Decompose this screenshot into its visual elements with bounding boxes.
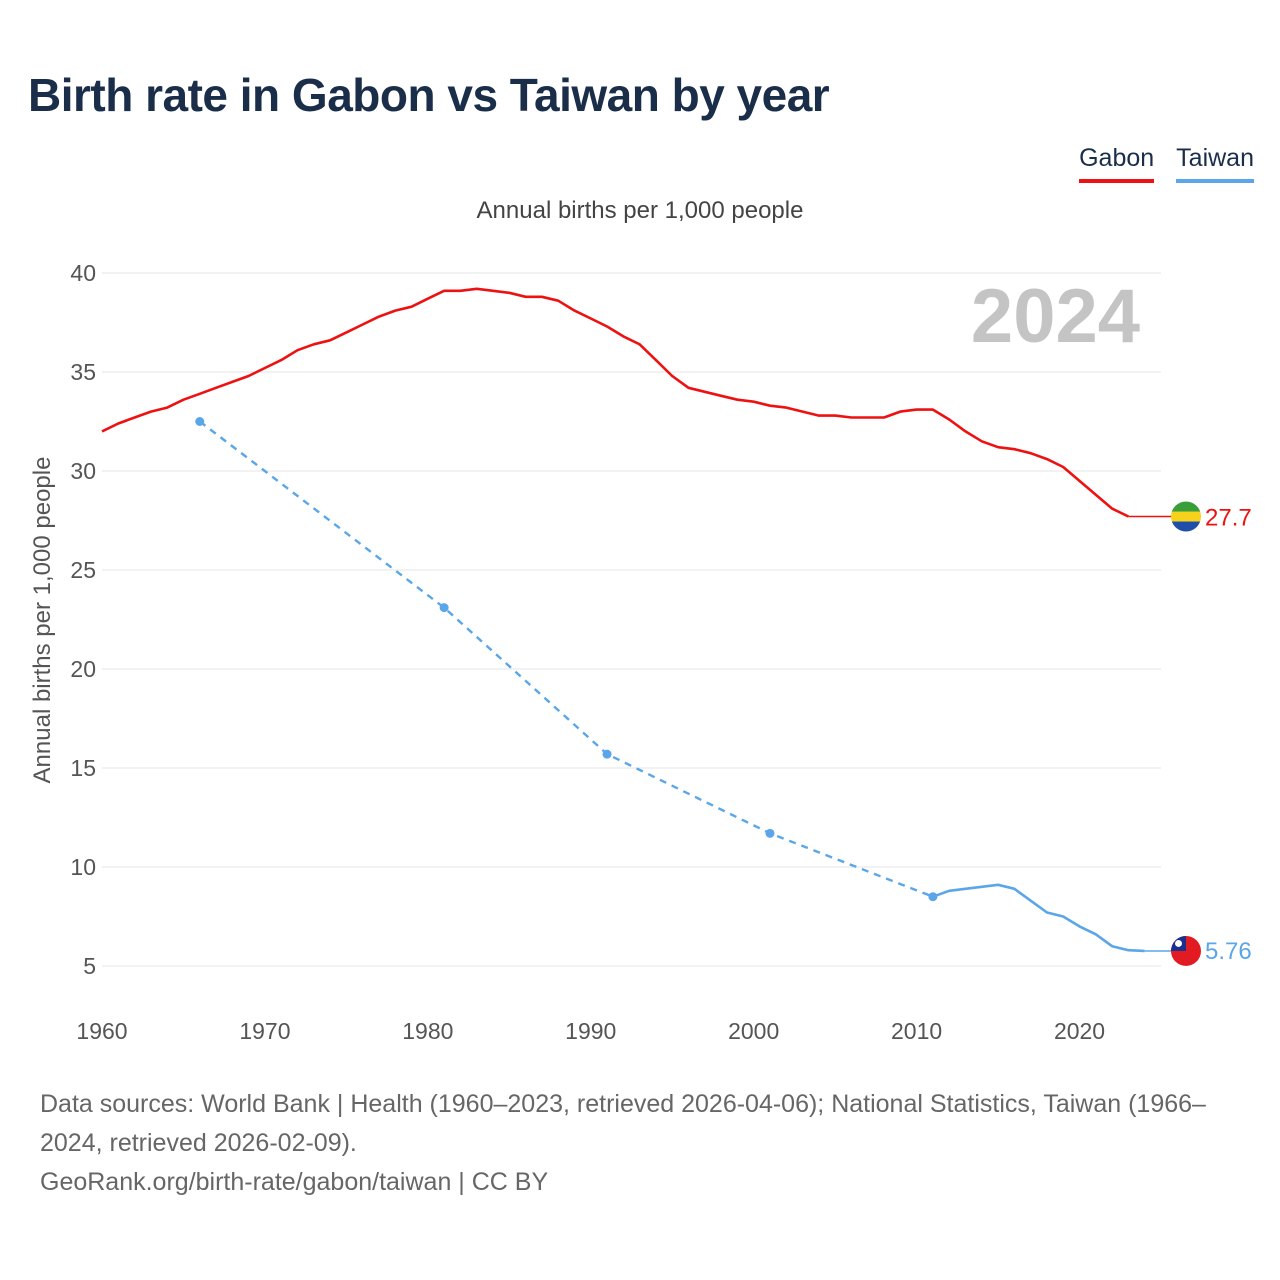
series-dashed-line-taiwan (199, 420, 934, 898)
y-axis-label: Annual births per 1,000 people (29, 457, 56, 784)
legend-item-gabon[interactable]: Gabon (1079, 144, 1155, 183)
y-tick-label: 25 (70, 557, 96, 583)
x-tick-label: 1970 (239, 1018, 290, 1044)
x-tick-label: 1960 (76, 1018, 127, 1044)
footer: Data sources: World Bank | Health (1960–… (40, 1085, 1250, 1202)
attribution: GeoRank.org/birth-rate/gabon/taiwan | CC… (40, 1168, 549, 1196)
data-point-taiwan (195, 417, 205, 426)
x-tick-label: 2000 (728, 1018, 779, 1044)
flag-stripe (1171, 501, 1201, 513)
y-tick-label: 5 (83, 953, 96, 979)
series-line-taiwan (932, 883, 1145, 953)
chart-subtitle: Annual births per 1,000 people (476, 197, 804, 224)
flag-stripe (1171, 521, 1201, 532)
x-tick-label: 1990 (565, 1018, 616, 1044)
chart-title: Birth rate in Gabon vs Taiwan by year (28, 69, 830, 121)
flag-sun (1175, 939, 1182, 947)
year-watermark: 2024 (971, 274, 1140, 359)
y-tick-label: 35 (70, 359, 96, 385)
y-tick-label: 10 (70, 854, 96, 880)
y-tick-label: 30 (70, 458, 96, 484)
y-tick-label: 15 (70, 755, 96, 781)
x-tick-label: 2020 (1054, 1018, 1105, 1044)
x-tick-label: 2010 (891, 1018, 942, 1044)
end-label-gabon: 27.7 (1205, 505, 1252, 532)
data-sources: Data sources: World Bank | Health (1960–… (40, 1090, 1206, 1157)
flag-stripe (1171, 511, 1201, 523)
legend-item-taiwan[interactable]: Taiwan (1176, 144, 1254, 183)
legend: Gabon Taiwan (1079, 144, 1254, 183)
series-line-gabon (101, 287, 1129, 518)
taiwan-flag-icon (1171, 935, 1201, 966)
y-tick-label: 20 (70, 656, 96, 682)
y-tick-label: 40 (70, 260, 96, 286)
end-label-taiwan: 5.76 (1205, 938, 1252, 965)
data-point-taiwan (439, 603, 449, 613)
data-point-taiwan (765, 828, 775, 838)
x-tick-label: 1980 (402, 1018, 453, 1044)
gabon-flag-icon (1171, 501, 1201, 532)
data-point-taiwan (602, 749, 612, 759)
